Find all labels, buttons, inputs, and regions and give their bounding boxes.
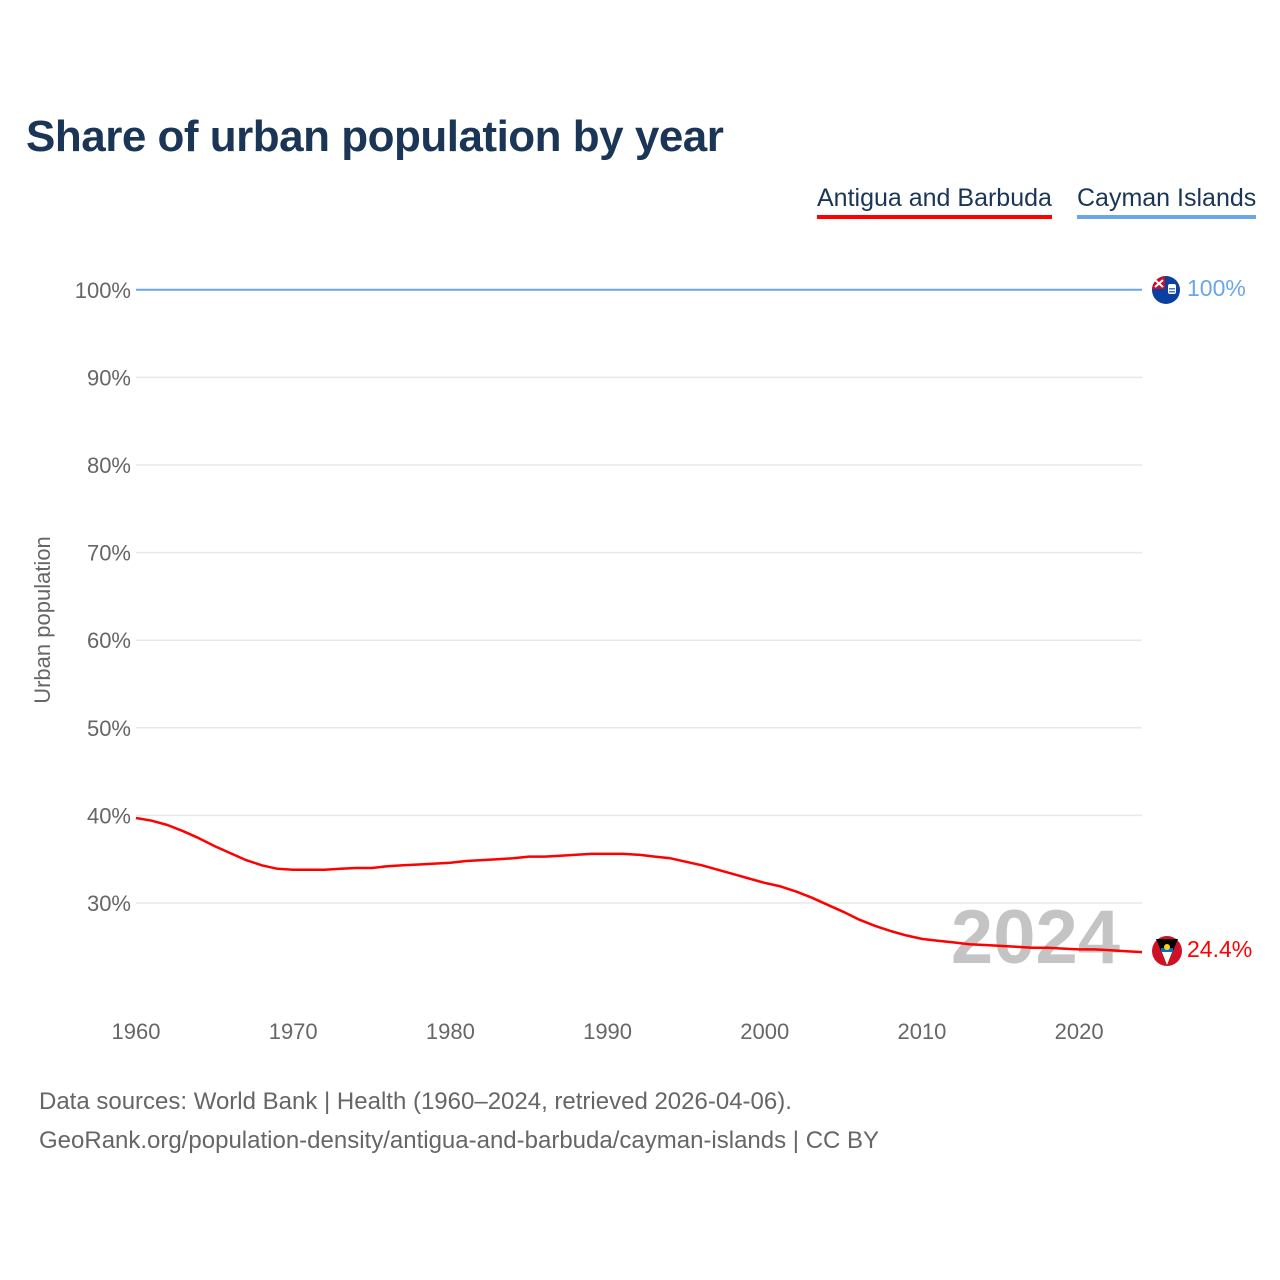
footer-sources: Data sources: World Bank | Health (1960–… [39, 1088, 792, 1115]
legend-swatch [817, 215, 1052, 219]
legend-label: Cayman Islands [1077, 184, 1257, 212]
x-tick-label: 2000 [740, 1019, 789, 1044]
x-tick-label: 1960 [112, 1019, 161, 1044]
footer-link[interactable]: GeoRank.org/population-density/antigua-a… [39, 1127, 880, 1154]
x-tick-label: 1980 [426, 1019, 475, 1044]
y-tick-label: 30% [87, 891, 131, 916]
antigua-end-label: 24.4% [1187, 936, 1252, 962]
antigua-flag-icon [1152, 936, 1182, 966]
cayman-flag-icon [1152, 276, 1180, 304]
y-axis-label: Urban population [30, 536, 55, 704]
y-tick-label: 80% [87, 453, 131, 478]
legend-item-cayman[interactable]: Cayman Islands [1077, 184, 1257, 221]
legend-swatch [1077, 215, 1257, 219]
chart-area: 30% 40% 50% 60% 70% 80% 90% 100% 1960 1970 1980 19… [30, 275, 1252, 1044]
cayman-end-label: 100% [1187, 275, 1246, 301]
x-tick-label: 1990 [583, 1019, 632, 1044]
x-tick-label: 2020 [1055, 1019, 1104, 1044]
y-tick-label: 40% [87, 803, 131, 828]
y-tick-label: 50% [87, 716, 131, 741]
x-tick-label: 2010 [897, 1019, 946, 1044]
y-tick-label: 60% [87, 628, 131, 653]
legend-item-antigua[interactable]: Antigua and Barbuda [817, 184, 1052, 221]
series-line-antigua [135, 816, 1143, 954]
legend-label: Antigua and Barbuda [817, 184, 1052, 212]
y-tick-label: 90% [87, 365, 131, 390]
x-tick-label: 1970 [269, 1019, 318, 1044]
chart-title: Share of urban population by year [26, 112, 724, 161]
y-tick-label: 100% [75, 278, 131, 303]
year-watermark: 2024 [951, 895, 1120, 980]
y-tick-label: 70% [87, 541, 131, 566]
